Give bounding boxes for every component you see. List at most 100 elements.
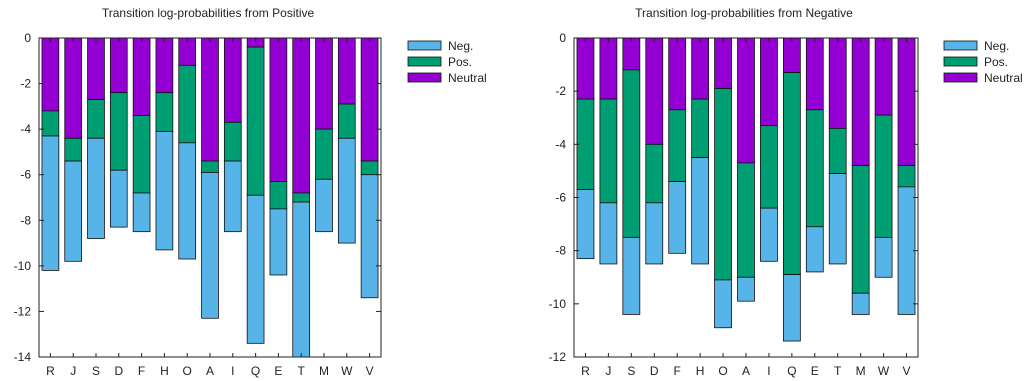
x-tick-label: A: [742, 364, 750, 378]
bar-pos-S: [87, 99, 105, 139]
bar-neg-S: [87, 137, 105, 239]
x-tick-label: J: [605, 364, 611, 378]
x-tick-label: Q: [251, 364, 260, 378]
legend-swatch-neg: [943, 40, 978, 51]
bar-neg-R: [576, 189, 595, 260]
bar-neg-F: [668, 181, 687, 254]
x-tick-label: R: [46, 364, 55, 378]
bar-pos-I: [223, 121, 242, 162]
bar-pos-S: [622, 69, 641, 238]
y-tick-label: -2: [555, 84, 566, 98]
bar-neutral-O: [178, 37, 197, 66]
bar-neg-E: [805, 226, 824, 273]
y-tick-label: -6: [555, 191, 566, 205]
x-tick-label: F: [674, 364, 681, 378]
bar-pos-M: [851, 165, 870, 294]
y-tick-label: -8: [555, 244, 566, 258]
x-tick-label: T: [834, 364, 842, 378]
y-tick-label: -12: [549, 350, 567, 364]
bar-neg-H: [691, 157, 710, 265]
bar-neg-D: [645, 202, 664, 265]
bar-neutral-I: [223, 37, 242, 123]
bar-neutral-M: [315, 37, 333, 130]
y-tick-label: -8: [20, 213, 31, 227]
bar-neutral-W: [874, 37, 893, 116]
legend-label: Neg.: [448, 39, 473, 53]
bar-neg-V: [897, 186, 916, 315]
x-tick-label: J: [70, 364, 76, 378]
bar-neutral-F: [668, 37, 687, 111]
y-tick-label: 0: [559, 31, 566, 45]
bar-pos-F: [132, 115, 151, 194]
x-tick-label: E: [811, 364, 819, 378]
y-tick-label: -10: [14, 259, 32, 273]
legend-swatch-neutral: [943, 72, 978, 83]
bar-neg-O: [714, 279, 732, 329]
bar-neg-E: [269, 208, 288, 276]
bar-pos-V: [360, 160, 379, 176]
bar-pos-T: [828, 127, 847, 174]
bar-neutral-M: [851, 37, 870, 166]
x-tick-label: I: [767, 364, 770, 378]
chart-2: Transition log-probabilities from Negati…: [549, 6, 1023, 378]
bar-pos-H: [691, 98, 710, 159]
bar-neutral-F: [132, 37, 151, 116]
bar-pos-V: [897, 165, 916, 188]
bar-neg-J: [64, 160, 83, 262]
bar-neutral-S: [87, 37, 105, 100]
bar-pos-R: [576, 98, 595, 190]
bars: [41, 37, 379, 358]
chart-1: Transition log-probabilities from Positi…: [14, 6, 487, 378]
bar-pos-H: [155, 92, 174, 132]
bar-pos-J: [64, 137, 83, 162]
bar-pos-O: [178, 64, 197, 144]
bar-pos-D: [109, 92, 128, 171]
x-tick-label: S: [627, 364, 635, 378]
bar-pos-D: [645, 143, 664, 204]
bar-neg-J: [599, 202, 618, 265]
x-tick-label: E: [274, 364, 282, 378]
bar-pos-I: [760, 125, 778, 209]
bar-neg-I: [223, 160, 242, 233]
x-tick-label: W: [341, 364, 353, 378]
legend-label: Pos.: [984, 55, 1008, 69]
bar-neg-M: [851, 292, 870, 315]
legend-label: Pos.: [448, 55, 472, 69]
bar-pos-T: [292, 192, 311, 203]
bar-neg-I: [760, 207, 778, 262]
y-tick-label: -2: [20, 77, 31, 91]
bar-neg-W: [874, 236, 893, 278]
x-tick-label: O: [718, 364, 727, 378]
bar-neutral-A: [201, 37, 219, 162]
x-tick-label: D: [650, 364, 659, 378]
x-tick-label: F: [138, 364, 145, 378]
x-tick-label: V: [903, 364, 911, 378]
x-tick-label: H: [696, 364, 705, 378]
x-tick-label: M: [319, 364, 329, 378]
x-tick-label: O: [183, 364, 192, 378]
bar-neg-V: [360, 174, 379, 299]
bar-pos-E: [805, 109, 824, 228]
bar-neutral-A: [737, 37, 755, 164]
bar-neg-T: [292, 201, 311, 358]
bar-pos-A: [737, 162, 755, 278]
bar-neutral-V: [360, 37, 379, 162]
x-tick-label: A: [206, 364, 214, 378]
bar-neg-M: [315, 178, 333, 233]
bar-neg-H: [155, 131, 174, 251]
y-tick-label: -12: [14, 304, 32, 318]
bar-neutral-O: [714, 37, 732, 89]
bar-pos-F: [668, 109, 687, 182]
bar-neg-Q: [246, 194, 265, 344]
bar-pos-E: [269, 181, 288, 210]
bar-pos-Q: [246, 46, 265, 196]
bar-neg-O: [178, 142, 197, 260]
legend-swatch-neg: [407, 40, 442, 51]
bar-neutral-E: [805, 37, 824, 111]
x-tick-label: M: [856, 364, 866, 378]
y-tick-label: -4: [555, 137, 566, 151]
bar-neutral-H: [155, 37, 174, 94]
legend-label: Neutral: [984, 71, 1023, 85]
bar-neg-D: [109, 169, 128, 228]
